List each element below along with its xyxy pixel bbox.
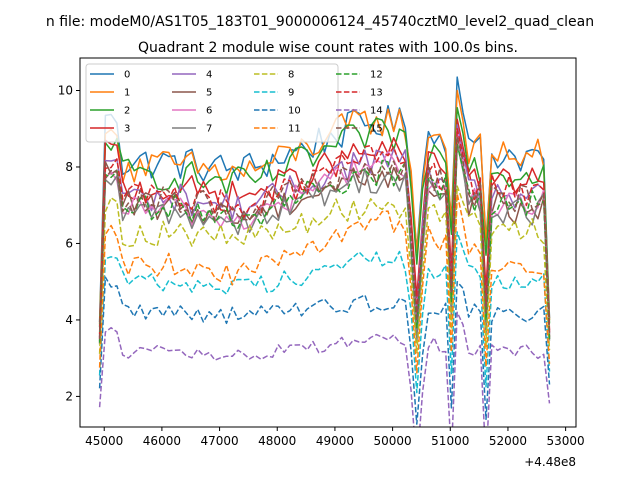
series-line-6 bbox=[98, 127, 551, 343]
legend-label-2: 2 bbox=[124, 106, 130, 117]
y-tick-label: 4 bbox=[65, 313, 73, 327]
suptitle: n file: modeM0/AS1T05_183T01_9000006124_… bbox=[46, 14, 594, 30]
legend-label-12: 12 bbox=[370, 70, 383, 81]
legend-label-10: 10 bbox=[288, 106, 301, 117]
series-line-2 bbox=[98, 106, 551, 328]
x-tick-label: 52000 bbox=[489, 434, 527, 448]
legend-label-4: 4 bbox=[206, 70, 212, 81]
x-tick-label: 47000 bbox=[200, 434, 238, 448]
series-line-9 bbox=[98, 231, 551, 394]
legend-label-0: 0 bbox=[124, 70, 130, 81]
legend-label-3: 3 bbox=[124, 124, 130, 135]
legend-label-6: 6 bbox=[206, 106, 212, 117]
legend-label-7: 7 bbox=[206, 124, 212, 135]
legend-label-14: 14 bbox=[370, 106, 383, 117]
x-tick-label: 50000 bbox=[374, 434, 412, 448]
series-line-10 bbox=[98, 276, 551, 425]
y-tick-label: 8 bbox=[65, 160, 73, 174]
series-line-7 bbox=[98, 143, 551, 345]
y-tick-label: 6 bbox=[65, 236, 73, 250]
legend-box bbox=[85, 63, 339, 143]
x-tick-label: 49000 bbox=[316, 434, 354, 448]
chart-title: Quadrant 2 module wise count rates with … bbox=[138, 40, 518, 56]
legend-label-15: 15 bbox=[370, 124, 383, 135]
series-line-14 bbox=[98, 311, 551, 427]
legend-label-9: 9 bbox=[288, 88, 294, 99]
legend-label-8: 8 bbox=[288, 70, 294, 81]
x-tick-label: 45000 bbox=[85, 434, 123, 448]
y-tick-label: 10 bbox=[58, 84, 73, 98]
y-tick-label: 2 bbox=[65, 389, 73, 403]
series-line-13 bbox=[98, 127, 551, 338]
x-axis: 45000 46000 47000 48000 49000 50000 51000 52000… bbox=[85, 427, 585, 448]
series-line-11 bbox=[98, 192, 551, 374]
legend-label-5: 5 bbox=[206, 88, 212, 99]
x-tick-label: 48000 bbox=[258, 434, 296, 448]
legend-label-11: 11 bbox=[288, 124, 301, 135]
x-tick-label: 46000 bbox=[143, 434, 181, 448]
x-tick-label: 53000 bbox=[547, 434, 585, 448]
series-line-8 bbox=[98, 185, 551, 355]
x-offset-label: +4.48e8 bbox=[524, 455, 576, 469]
axes-frame bbox=[79, 57, 577, 428]
series-line-15 bbox=[98, 135, 551, 340]
legend-label-13: 13 bbox=[370, 88, 383, 99]
x-tick-label: 51000 bbox=[431, 434, 469, 448]
legend-label-1: 1 bbox=[124, 88, 130, 99]
y-axis: 2 4 6 8 10 bbox=[58, 84, 80, 403]
